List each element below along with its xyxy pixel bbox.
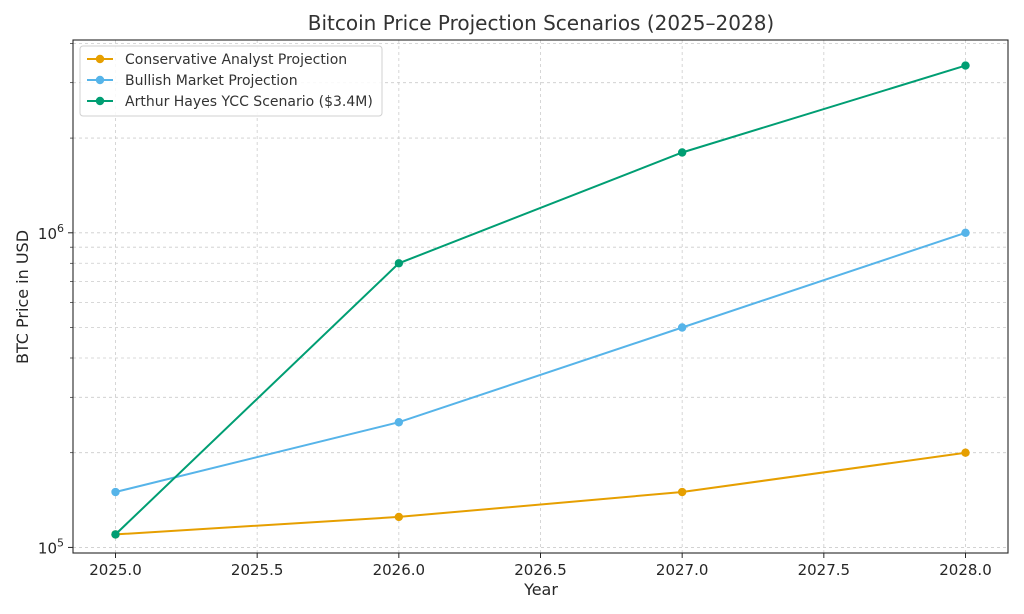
data-point (394, 418, 404, 427)
series-line (114, 64, 966, 536)
legend-swatch-marker (95, 75, 105, 85)
data-point (677, 323, 687, 332)
x-tick-label: 2025.5 (231, 561, 284, 579)
grid (73, 40, 1008, 553)
x-axis-label: Year (523, 580, 558, 599)
plot-frame (72, 39, 1009, 554)
legend-swatch-marker (95, 54, 105, 64)
y-tick-exponent: 6 (57, 222, 64, 235)
data-point (961, 448, 970, 457)
series-line (115, 231, 966, 493)
x-tick-label: 2027.5 (798, 561, 851, 579)
x-tick-label: 2026.5 (514, 561, 567, 579)
x-tick-label: 2028.0 (939, 561, 992, 579)
ticks: 2025.0 2025.5 2026.0 2026.5 2027.0 2027.5 2028… (38, 43, 992, 579)
y-tick-label: 105 (38, 536, 64, 557)
y-tick-base: 10 (38, 539, 57, 557)
legend-label: Conservative Analyst Projection (125, 52, 347, 68)
x-tick-label: 2025.0 (89, 561, 142, 579)
data-point (394, 259, 404, 268)
data-point (961, 228, 970, 237)
y-tick-label: 106 (38, 222, 64, 243)
legend-box (79, 45, 383, 117)
y-axis-label: BTC Price in USD (13, 230, 32, 364)
data-point (677, 148, 687, 157)
y-tick-base: 10 (38, 225, 57, 243)
legend-label: Arthur Hayes YCC Scenario ($3.4M) (125, 94, 373, 110)
x-tick-label: 2027.0 (656, 561, 709, 579)
legend-label: Bullish Market Projection (125, 73, 298, 89)
x-tick-label: 2026.0 (373, 561, 426, 579)
legend-swatch-marker (95, 96, 105, 106)
data-point (677, 487, 687, 497)
series-layer (111, 61, 970, 539)
series-line (115, 451, 966, 536)
y-tick-exponent: 5 (57, 536, 64, 549)
data-point (111, 530, 120, 539)
data-point (394, 512, 404, 522)
chart-title: Bitcoin Price Projection Scenarios (2025… (308, 11, 774, 35)
data-point (961, 61, 970, 70)
legend: Conservative Analyst Projection Bullish M… (79, 45, 383, 117)
data-point (111, 487, 120, 497)
